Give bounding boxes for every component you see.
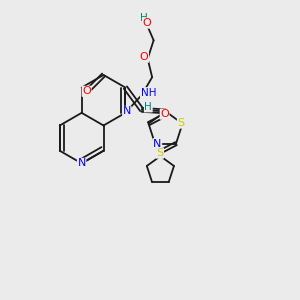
- Text: O: O: [142, 18, 151, 28]
- Text: O: O: [140, 52, 148, 62]
- Text: S: S: [177, 118, 184, 128]
- Text: H: H: [140, 13, 148, 23]
- Text: S: S: [156, 148, 164, 158]
- Text: O: O: [160, 109, 169, 119]
- Text: NH: NH: [140, 88, 156, 98]
- Text: O: O: [82, 86, 91, 96]
- Text: N: N: [77, 158, 86, 168]
- Text: H: H: [144, 102, 152, 112]
- Text: N: N: [123, 106, 131, 116]
- Text: N: N: [153, 139, 162, 148]
